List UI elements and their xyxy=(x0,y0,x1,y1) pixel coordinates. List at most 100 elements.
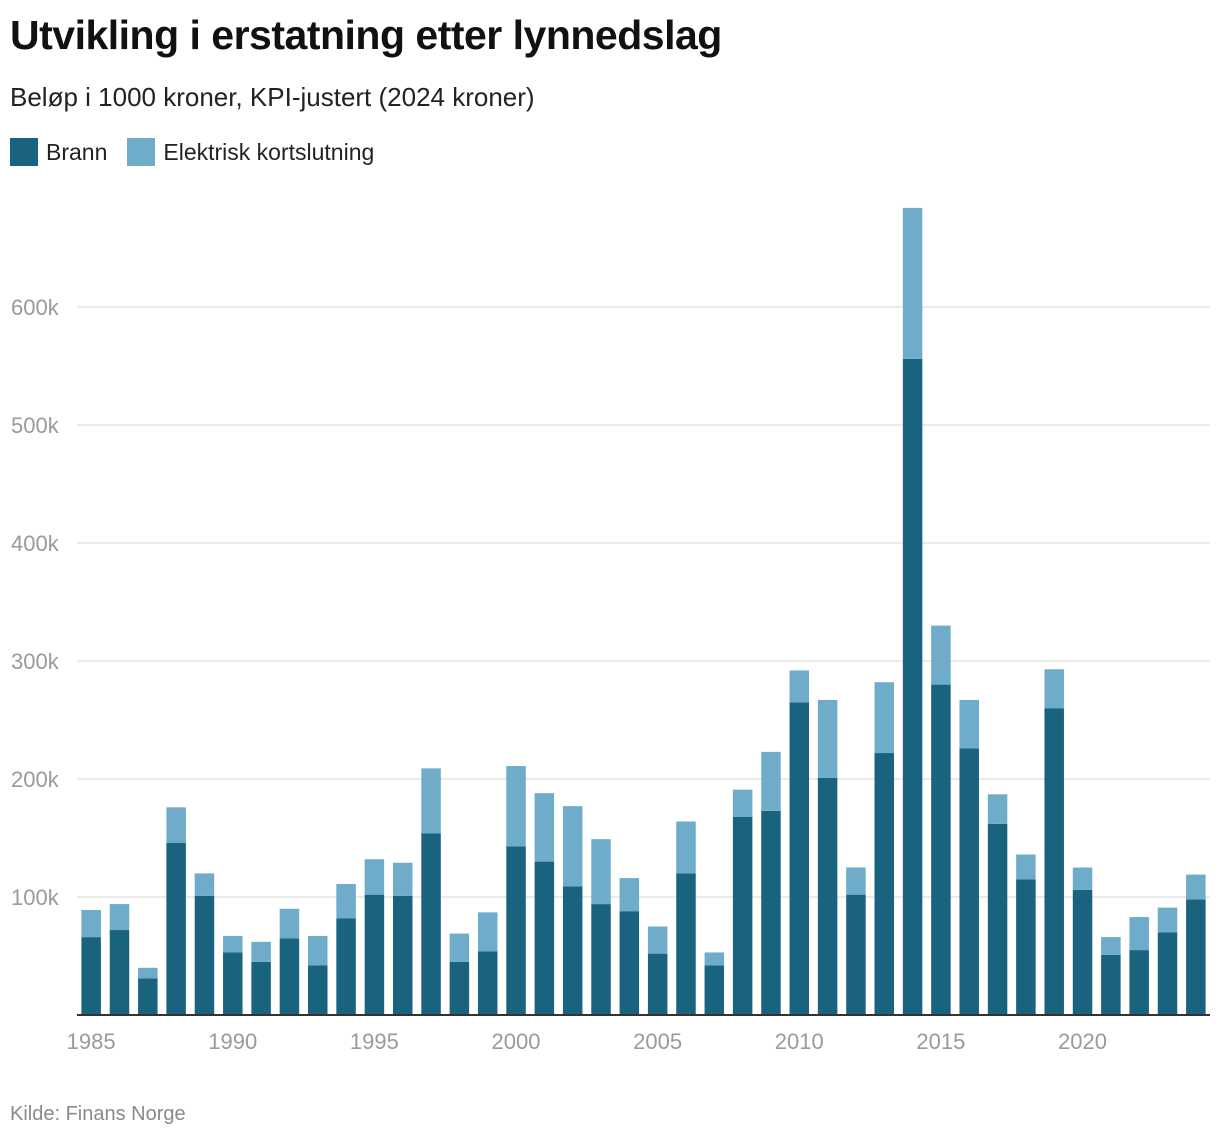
bar-brann-2009 xyxy=(761,810,781,1015)
bar-elektrisk-kortslutning-1996 xyxy=(392,862,413,896)
bar-elektrisk-kortslutning-2000 xyxy=(506,766,526,847)
bar-elektrisk-kortslutning-1994 xyxy=(336,884,356,919)
bar-elektrisk-kortslutning-2013 xyxy=(874,682,895,754)
bar-brann-2015 xyxy=(931,684,951,1015)
bar-elektrisk-kortslutning-1985 xyxy=(81,909,101,938)
y-tick-label-500k: 500k xyxy=(11,413,60,438)
legend-swatch-brann xyxy=(10,138,38,166)
legend-item-elektrisk-kortslutning: Elektrisk kortslutning xyxy=(127,138,374,166)
bar-elektrisk-kortslutning-2002 xyxy=(562,806,583,887)
bar-elektrisk-kortslutning-1990 xyxy=(223,935,243,953)
y-tick-label-400k: 400k xyxy=(11,531,60,556)
bar-brann-2003 xyxy=(591,904,611,1015)
x-tick-label-2020: 2020 xyxy=(1058,1029,1107,1054)
legend-swatch-elektrisk-kortslutning xyxy=(127,138,156,166)
bar-elektrisk-kortslutning-1998 xyxy=(449,933,470,962)
bar-brann-2018 xyxy=(1016,879,1036,1015)
bar-brann-2007 xyxy=(704,965,725,1015)
bar-elektrisk-kortslutning-1987 xyxy=(138,967,158,979)
bar-elektrisk-kortslutning-2005 xyxy=(647,926,668,954)
bar-elektrisk-kortslutning-2010 xyxy=(789,670,810,703)
y-tick-label-200k: 200k xyxy=(11,767,60,792)
bar-elektrisk-kortslutning-1989 xyxy=(194,873,215,896)
bar-brann-2023 xyxy=(1157,932,1178,1015)
legend-label-brann: Brann xyxy=(46,138,108,165)
y-tick-label-300k: 300k xyxy=(11,649,60,674)
chart-title: Utvikling i erstatning etter lynnedslag xyxy=(10,12,722,58)
x-tick-label-2010: 2010 xyxy=(775,1029,824,1054)
x-tick-label-1990: 1990 xyxy=(208,1029,257,1054)
y-tick-label-600k: 600k xyxy=(11,295,60,320)
bar-elektrisk-kortslutning-2021 xyxy=(1101,937,1121,955)
bar-brann-2016 xyxy=(959,748,979,1015)
bar-brann-2013 xyxy=(874,753,895,1015)
bar-brann-2021 xyxy=(1101,954,1121,1015)
bar-brann-1996 xyxy=(392,895,413,1015)
bar-brann-1987 xyxy=(138,978,158,1015)
bar-brann-1985 xyxy=(81,937,101,1015)
bar-elektrisk-kortslutning-1991 xyxy=(251,941,271,962)
bar-brann-1986 xyxy=(109,930,130,1015)
bar-brann-2022 xyxy=(1129,950,1149,1015)
bar-brann-2000 xyxy=(506,846,526,1015)
bar-elektrisk-kortslutning-2024 xyxy=(1186,874,1206,900)
source-note: Kilde: Finans Norge xyxy=(10,1103,186,1125)
bar-elektrisk-kortslutning-2014 xyxy=(902,207,923,359)
bar-elektrisk-kortslutning-2022 xyxy=(1129,917,1149,951)
x-tick-label-2000: 2000 xyxy=(492,1029,541,1054)
bar-elektrisk-kortslutning-2012 xyxy=(846,867,866,895)
bar-brann-1992 xyxy=(279,938,300,1015)
bar-brann-2020 xyxy=(1072,889,1093,1015)
bar-elektrisk-kortslutning-2001 xyxy=(534,793,555,862)
bar-brann-2011 xyxy=(817,777,838,1015)
bar-brann-1991 xyxy=(251,961,271,1015)
bar-elektrisk-kortslutning-1993 xyxy=(308,935,328,966)
bar-elektrisk-kortslutning-2019 xyxy=(1044,669,1064,709)
y-tick-label-100k: 100k xyxy=(11,885,60,910)
bar-brann-1994 xyxy=(336,918,356,1015)
bar-brann-1995 xyxy=(364,894,385,1015)
x-tick-label-2015: 2015 xyxy=(916,1029,965,1054)
bar-elektrisk-kortslutning-1997 xyxy=(421,768,441,834)
bar-brann-2010 xyxy=(789,702,810,1015)
bar-elektrisk-kortslutning-2004 xyxy=(619,878,640,912)
bar-brann-1989 xyxy=(194,895,215,1015)
bar-brann-1990 xyxy=(223,952,243,1015)
bar-brann-1997 xyxy=(421,833,441,1015)
bar-brann-1993 xyxy=(308,965,328,1015)
x-tick-label-1995: 1995 xyxy=(350,1029,399,1054)
bar-elektrisk-kortslutning-2016 xyxy=(959,699,979,749)
bar-elektrisk-kortslutning-2023 xyxy=(1157,907,1178,933)
bar-elektrisk-kortslutning-2009 xyxy=(761,751,781,811)
bar-elektrisk-kortslutning-2015 xyxy=(931,625,951,685)
legend: Brann Elektrisk kortslutning xyxy=(10,138,394,166)
chart-subtitle: Beløp i 1000 kroner, KPI-justert (2024 k… xyxy=(10,82,535,112)
x-tick-label-2005: 2005 xyxy=(633,1029,682,1054)
legend-label-elektrisk-kortslutning: Elektrisk kortslutning xyxy=(163,138,375,165)
bar-elektrisk-kortslutning-2018 xyxy=(1016,854,1036,880)
bar-brann-2002 xyxy=(562,886,583,1015)
x-tick-label-1985: 1985 xyxy=(67,1029,116,1054)
bar-elektrisk-kortslutning-2008 xyxy=(732,789,753,817)
bar-brann-1988 xyxy=(166,842,186,1015)
bar-elektrisk-kortslutning-1995 xyxy=(364,859,385,895)
bar-elektrisk-kortslutning-1992 xyxy=(279,908,300,939)
bar-elektrisk-kortslutning-2011 xyxy=(817,699,838,778)
bar-elektrisk-kortslutning-2003 xyxy=(591,839,611,905)
bar-elektrisk-kortslutning-2007 xyxy=(704,952,725,966)
bar-brann-2019 xyxy=(1044,708,1064,1015)
bar-brann-2014 xyxy=(902,358,923,1015)
bar-brann-2012 xyxy=(846,894,866,1015)
bar-brann-2004 xyxy=(619,911,640,1015)
legend-item-brann: Brann xyxy=(10,138,107,166)
bar-elektrisk-kortslutning-1986 xyxy=(109,904,130,931)
bar-brann-2008 xyxy=(732,816,753,1015)
bar-elektrisk-kortslutning-2017 xyxy=(987,794,1008,824)
bar-elektrisk-kortslutning-2020 xyxy=(1072,867,1093,890)
bar-brann-1999 xyxy=(477,951,498,1015)
bar-elektrisk-kortslutning-1988 xyxy=(166,807,186,843)
bar-brann-2006 xyxy=(676,873,696,1015)
bar-brann-2024 xyxy=(1186,899,1206,1015)
bar-brann-2017 xyxy=(987,823,1008,1015)
